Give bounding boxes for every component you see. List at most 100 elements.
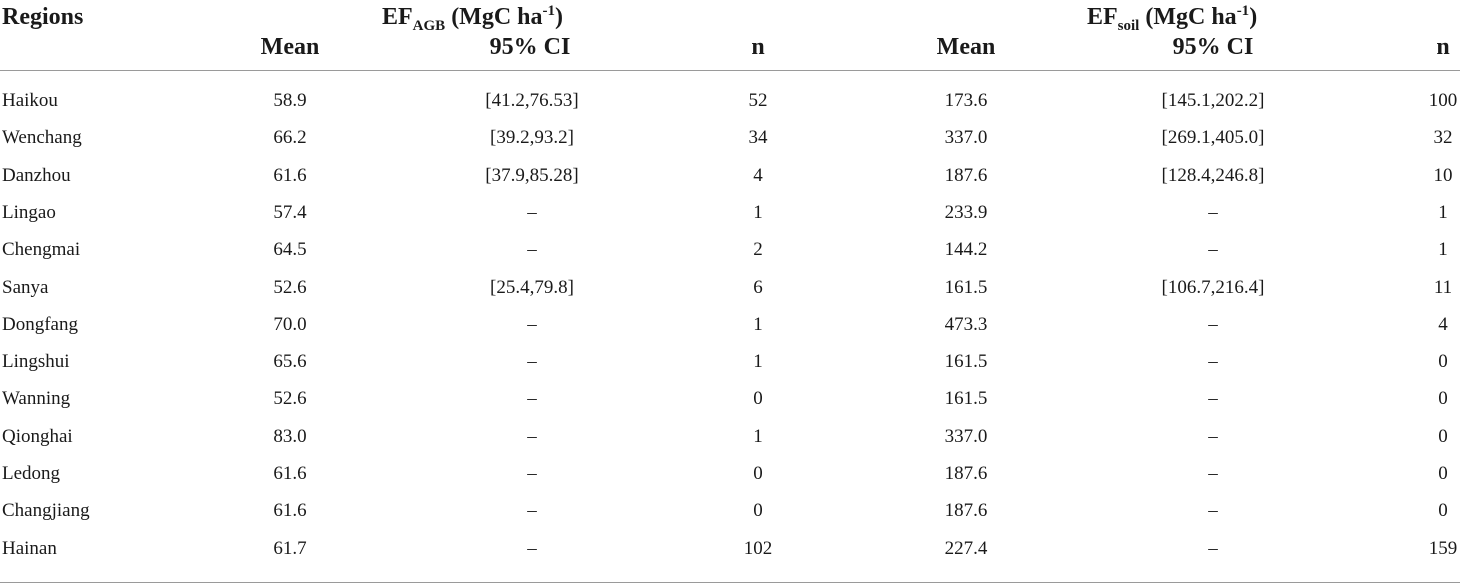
cell-soil-ci: – [1208, 201, 1218, 223]
cell-soil-mean: 161.5 [944, 388, 988, 410]
header-soil-mean: Mean [937, 33, 996, 61]
cell-region: Danzhou [2, 164, 71, 186]
cell-soil-mean: 161.5 [944, 351, 988, 373]
cell-soil-n: 0 [1438, 463, 1448, 484]
header-ef-soil-unit: (MgC ha [1139, 4, 1237, 30]
cell-soil-n: 1 [1438, 239, 1448, 261]
header-ef-soil-sup: -1 [1236, 3, 1250, 19]
cell-region: Sanya [2, 276, 49, 298]
cell-agb-n: 0 [753, 388, 763, 410]
cell-region: Chengmai [2, 239, 81, 261]
cell-agb-mean: 83.0 [273, 425, 307, 447]
cell-agb-n: 102 [743, 537, 773, 559]
cell-soil-n: 0 [1438, 351, 1448, 373]
table-row: Ledong 61.6 – 0 187.6 – 0 [0, 463, 1460, 500]
header-agb-n: n [751, 33, 764, 61]
table-row: Sanya 52.6 [25.4,79.8] 6 161.5 [106.7,216.4] 1… [0, 277, 1460, 314]
cell-soil-mean: 337.0 [944, 425, 988, 447]
cell-soil-n: 10 [1433, 164, 1453, 186]
cell-soil-ci: [106.7,216.4] [1161, 276, 1265, 298]
cell-soil-n: 0 [1438, 500, 1448, 522]
table-row: Haikou 58.9 [41.2,76.53] 52 173.6 [145.1,202.… [0, 90, 1460, 127]
header-soil-n-label: n [1436, 34, 1450, 60]
header-soil-mean-label: Mean [936, 34, 996, 60]
cell-soil-n: 1 [1438, 201, 1448, 223]
cell-agb-n: 6 [753, 276, 763, 298]
table-row: Lingao 57.4 – 1 233.9 – 1 [0, 202, 1460, 239]
cell-agb-n: 0 [753, 500, 763, 522]
cell-agb-mean: 58.9 [273, 90, 307, 111]
cell-agb-mean: 64.5 [273, 239, 307, 261]
cell-agb-ci: – [527, 201, 537, 223]
cell-agb-ci: – [527, 537, 537, 559]
cell-soil-mean: 227.4 [944, 537, 988, 559]
cell-agb-n: 1 [753, 351, 763, 373]
cell-agb-mean: 57.4 [273, 201, 307, 223]
cell-soil-n: 4 [1438, 313, 1448, 335]
cell-region: Dongfang [2, 313, 78, 335]
cell-agb-n: 1 [753, 425, 763, 447]
cell-agb-ci: – [527, 463, 537, 484]
cell-soil-mean: 233.9 [944, 201, 988, 223]
header-ef-soil: EFsoil (MgC ha-1) [1087, 3, 1258, 34]
cell-agb-ci: – [527, 239, 537, 261]
cell-agb-ci: – [527, 500, 537, 522]
header-soil-ci-label: 95% CI [1172, 34, 1254, 60]
cell-agb-ci: [41.2,76.53] [485, 90, 579, 111]
cell-agb-ci: – [527, 388, 537, 410]
cell-soil-ci: – [1208, 351, 1218, 373]
cell-region: Wanning [2, 388, 71, 410]
cell-soil-mean: 187.6 [944, 463, 988, 484]
cell-soil-ci: – [1208, 500, 1218, 522]
cell-agb-ci: – [527, 425, 537, 447]
cell-soil-mean: 144.2 [944, 239, 988, 261]
cell-soil-ci: – [1208, 425, 1218, 447]
header-soil-n: n [1436, 33, 1449, 61]
header-regions-label: Regions [2, 4, 84, 30]
header-ef-agb-sub: AGB [412, 17, 446, 34]
cell-soil-mean: 187.6 [944, 500, 988, 522]
cell-region: Haikou [2, 90, 58, 111]
cell-agb-n: 2 [753, 239, 763, 261]
cell-soil-n: 32 [1433, 127, 1453, 149]
header-agb-ci: 95% CI [490, 33, 571, 61]
cell-agb-n: 1 [753, 313, 763, 335]
table-row: Danzhou 61.6 [37.9,85.28] 4 187.6 [128.4,246.… [0, 165, 1460, 202]
cell-soil-ci: – [1208, 239, 1218, 261]
cell-soil-ci: – [1208, 537, 1218, 559]
cell-region: Hainan [2, 537, 57, 559]
cell-agb-n: 52 [748, 90, 768, 111]
cell-soil-n: 11 [1433, 276, 1453, 298]
cell-agb-mean: 66.2 [273, 127, 307, 149]
cell-soil-n: 0 [1438, 388, 1448, 410]
table-row: Hainan 61.7 – 102 227.4 – 159 [0, 538, 1460, 575]
table-row: Chengmai 64.5 – 2 144.2 – 1 [0, 239, 1460, 276]
cell-soil-n: 100 [1428, 90, 1458, 111]
footer-divider [0, 582, 1460, 583]
header-agb-mean-label: Mean [260, 34, 320, 60]
table-row: Qionghai 83.0 – 1 337.0 – 0 [0, 426, 1460, 463]
header-ef-agb-sup: -1 [542, 3, 556, 19]
table-row: Dongfang 70.0 – 1 473.3 – 4 [0, 314, 1460, 351]
cell-region: Lingshui [2, 351, 70, 373]
cell-soil-mean: 161.5 [944, 276, 988, 298]
cell-region: Wenchang [2, 127, 82, 149]
header-divider [0, 70, 1460, 71]
cell-agb-mean: 70.0 [273, 313, 307, 335]
cell-agb-ci: – [527, 313, 537, 335]
cell-agb-mean: 65.6 [273, 351, 307, 373]
cell-agb-n: 34 [748, 127, 768, 149]
cell-region: Lingao [2, 201, 56, 223]
header-ef-agb-prefix: EF [382, 4, 413, 30]
cell-agb-mean: 52.6 [273, 388, 307, 410]
cell-agb-mean: 52.6 [273, 276, 307, 298]
cell-agb-mean: 61.6 [273, 164, 307, 186]
header-ef-soil-close: ) [1249, 4, 1258, 30]
header-agb-ci-label: 95% CI [489, 34, 571, 60]
header-soil-ci: 95% CI [1173, 33, 1254, 61]
cell-region: Changjiang [2, 500, 90, 522]
cell-agb-mean: 61.7 [273, 537, 307, 559]
cell-soil-ci: – [1208, 388, 1218, 410]
header-agb-mean: Mean [261, 33, 320, 61]
table-row: Lingshui 65.6 – 1 161.5 – 0 [0, 351, 1460, 388]
